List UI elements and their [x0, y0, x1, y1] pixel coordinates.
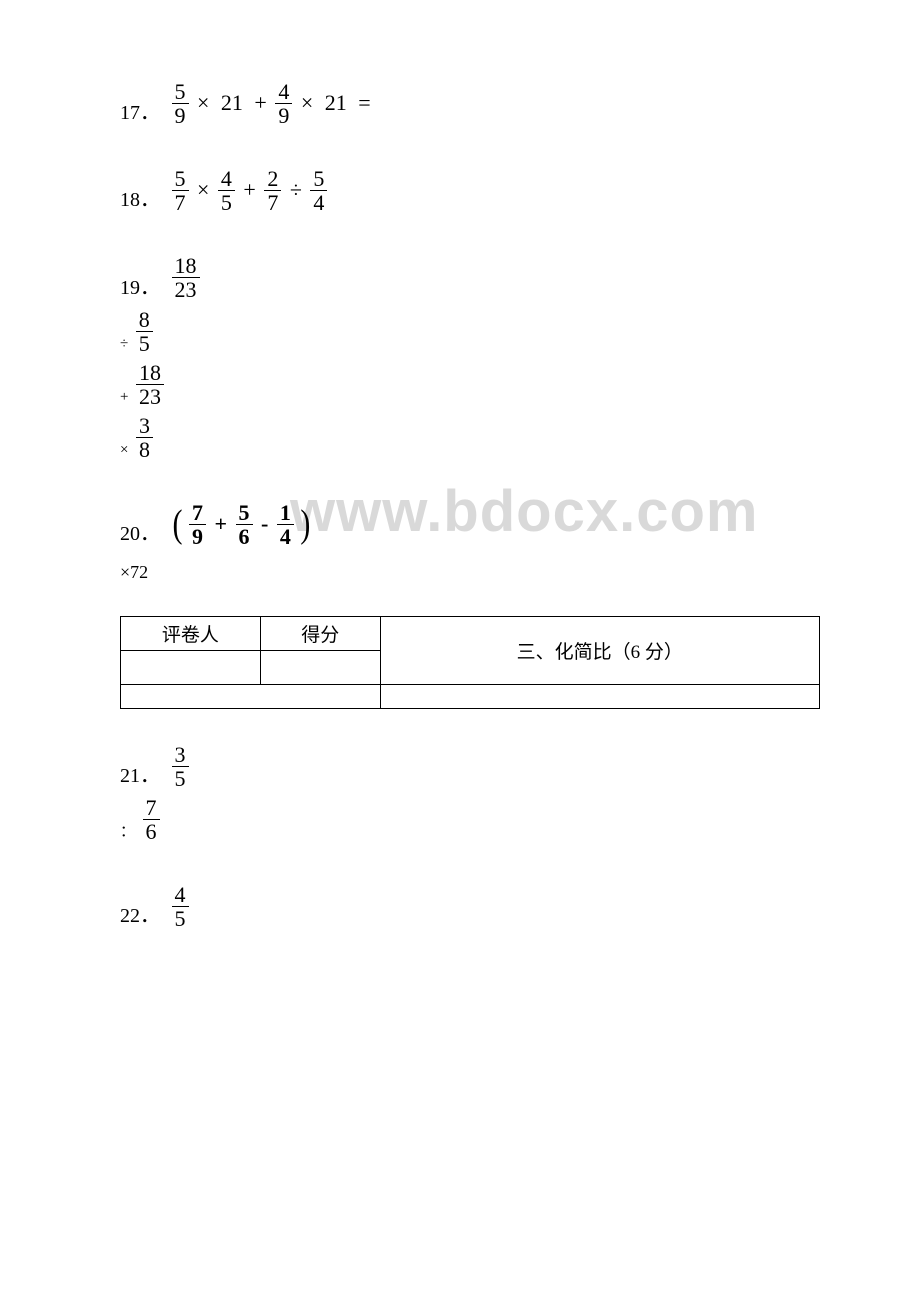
- sub-line: × 3 8: [120, 414, 830, 461]
- divide-op: ÷: [120, 334, 130, 355]
- left-paren: (: [172, 505, 184, 544]
- plus-op: +: [212, 509, 231, 540]
- fraction: 1 4: [277, 501, 294, 548]
- fraction: 3 5: [172, 743, 189, 790]
- problem-20: www.bdocx.com 20． ( 7 9 + 5 6 - 1 4 ) ×7…: [120, 501, 830, 585]
- minus-op: -: [258, 509, 271, 540]
- fraction: 5 9: [172, 80, 189, 127]
- problem-number: 18．: [120, 186, 160, 214]
- fraction: 4 9: [275, 80, 292, 127]
- problem-19: 19． 18 23 ÷ 8 5 + 18 23 × 3 8: [120, 254, 830, 461]
- integer: 21: [322, 88, 350, 119]
- score-header: 得分: [260, 616, 380, 650]
- problem-number: 17．: [120, 99, 160, 127]
- problem-17: 17． 5 9 × 21 + 4 9 × 21 =: [120, 80, 830, 127]
- section-table: 评卷人 得分 三、化简比（6 分）: [120, 616, 820, 709]
- section-title: 三、化简比（6 分）: [380, 616, 819, 684]
- problem-22: 22． 4 5: [120, 883, 830, 930]
- divide-op: ÷: [287, 175, 305, 206]
- problem-18: 18． 5 7 × 4 5 + 2 7 ÷ 5 4: [120, 167, 830, 214]
- right-paren: ): [299, 505, 311, 544]
- sub-line: ÷ 8 5: [120, 308, 830, 355]
- times-op: ×: [194, 88, 212, 119]
- sub-line: ： 7 6: [120, 796, 830, 843]
- fraction: 5 6: [236, 501, 253, 548]
- problem-number: 22．: [120, 902, 160, 930]
- section-header: 评卷人 得分 三、化简比（6 分）: [120, 616, 830, 709]
- plus-op: +: [120, 387, 130, 408]
- blank-cell: [380, 684, 819, 708]
- fraction: 4 5: [218, 167, 235, 214]
- problem-number: 19．: [120, 274, 160, 302]
- fraction: 5 7: [172, 167, 189, 214]
- blank-cell: [121, 684, 381, 708]
- fraction: 18 23: [172, 254, 200, 301]
- fraction: 5 4: [310, 167, 327, 214]
- ratio-colon: ：: [120, 822, 137, 843]
- plus-op: +: [240, 175, 258, 206]
- equals-op: =: [355, 88, 373, 119]
- fraction: 18 23: [136, 361, 164, 408]
- times-op: ×: [120, 440, 130, 461]
- grader-blank: [121, 650, 261, 684]
- fraction: 7 6: [143, 796, 160, 843]
- grader-header: 评卷人: [121, 616, 261, 650]
- fraction: 3 8: [136, 414, 153, 461]
- sub-line: + 18 23: [120, 361, 830, 408]
- fraction: 4 5: [172, 883, 189, 930]
- exam-page: 17． 5 9 × 21 + 4 9 × 21 = 18． 5 7 × 4 5 …: [0, 0, 920, 1302]
- problem-number: 20．: [120, 520, 160, 548]
- problem-21: 21． 3 5 ： 7 6: [120, 743, 830, 843]
- times-72: ×72: [120, 560, 830, 585]
- plus-op: +: [251, 88, 269, 119]
- score-blank: [260, 650, 380, 684]
- fraction: 2 7: [264, 167, 281, 214]
- fraction: 7 9: [189, 501, 206, 548]
- integer: 21: [218, 88, 246, 119]
- watermark-text: www.bdocx.com: [290, 471, 758, 552]
- times-op: ×: [194, 175, 212, 206]
- fraction: 8 5: [136, 308, 153, 355]
- times-op: ×: [298, 88, 316, 119]
- problem-number: 21．: [120, 762, 160, 790]
